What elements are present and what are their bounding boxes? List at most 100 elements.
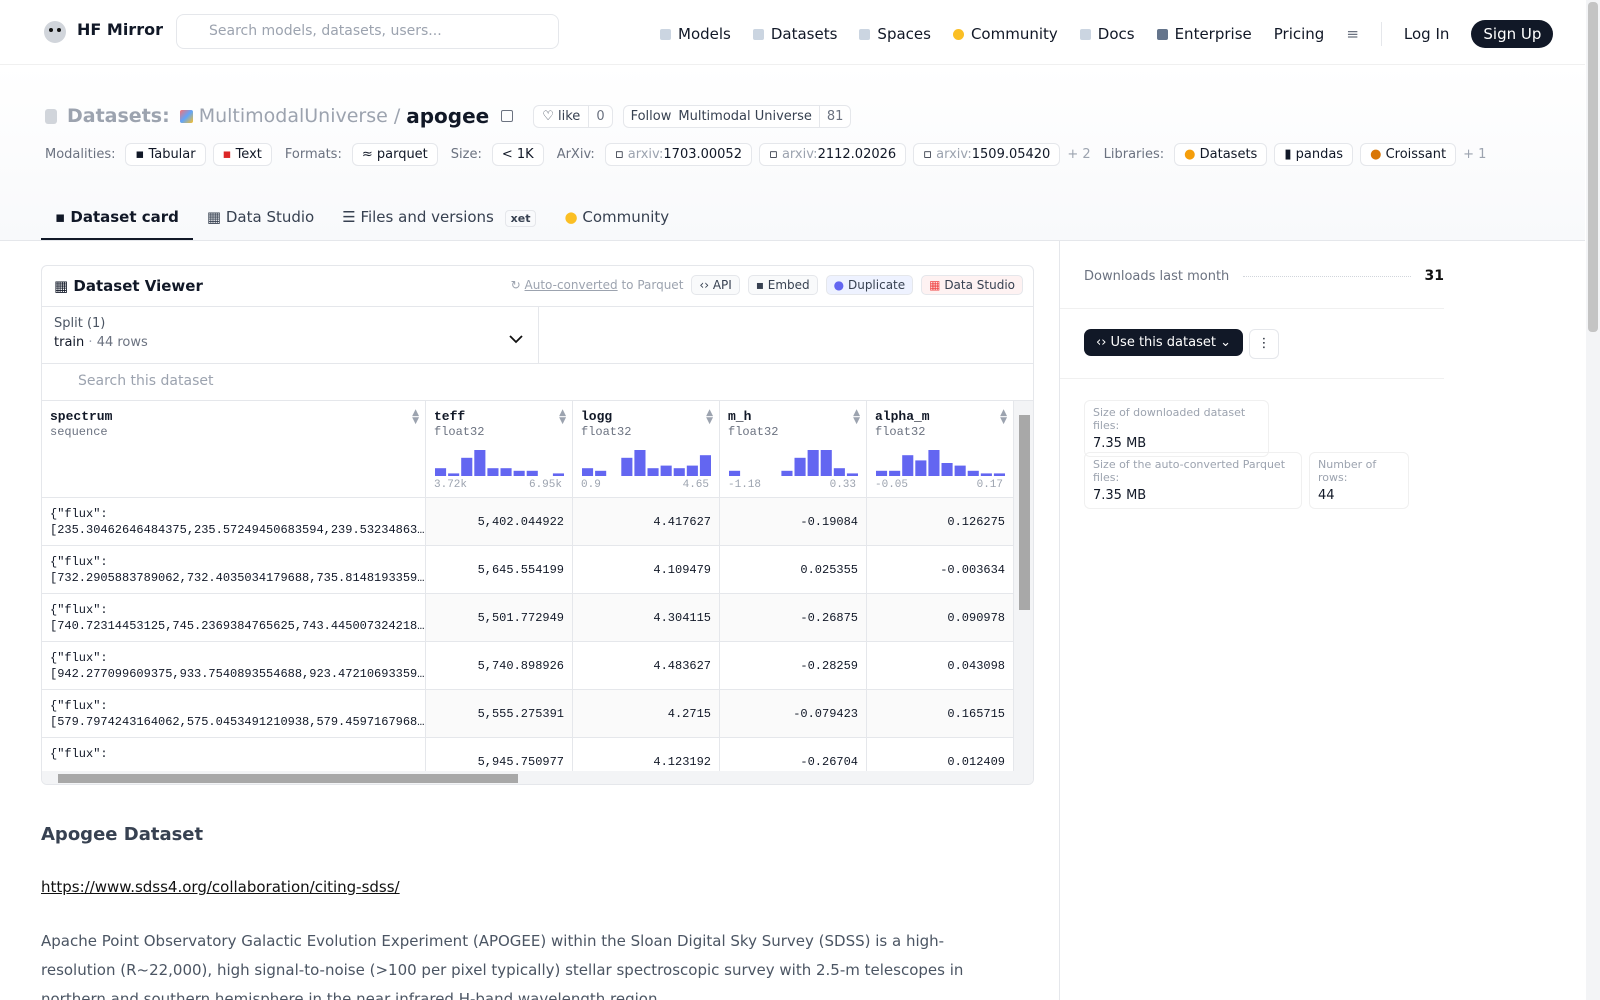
tab-label: Files and versions [360, 208, 494, 226]
tag-label: Size: [450, 147, 482, 162]
nav-link[interactable]: Community [952, 25, 1058, 43]
nav-link[interactable]: Spaces [859, 25, 931, 43]
tag[interactable]: < 1K [491, 143, 544, 166]
tab[interactable]: ☰ Files and versions xet [328, 200, 550, 240]
viewer-search[interactable]: Search this dataset [42, 363, 1033, 401]
split-value: train · 44 rows [54, 335, 526, 350]
spectrum-cell: {"flux": [732.2905883789062,732.40350341… [42, 546, 426, 594]
number-cell: 5,555.275391 [426, 690, 573, 738]
tag-label: Libraries: [1103, 147, 1165, 162]
tag[interactable]: ● Datasets [1174, 143, 1268, 166]
more-tags[interactable]: + 1 [1463, 147, 1487, 162]
divider [1380, 22, 1382, 46]
v-scrollbar[interactable] [1014, 401, 1033, 771]
xet-badge: xet [504, 210, 537, 227]
column-header: alpha_m float32 ▲ ▼ -0.05 0.17 [867, 401, 1014, 498]
nav-link[interactable]: Enterprise [1156, 25, 1252, 43]
tag[interactable]: ● Croissant [1360, 143, 1457, 166]
copy-icon[interactable] [501, 110, 514, 122]
number-cell: 0.090978 [867, 594, 1014, 642]
histogram-bar [902, 455, 914, 476]
tag[interactable]: ▪ Text [212, 143, 272, 166]
converted-text: to Parquet [621, 278, 684, 292]
tag[interactable]: ▪ Tabular [125, 143, 206, 166]
duplicate-button[interactable]: ● Duplicate [825, 275, 914, 295]
tag-text: Tabular [148, 147, 196, 162]
embed-button[interactable]: ▪ Embed [747, 275, 818, 295]
owner[interactable]: MultimodalUniverse [198, 105, 388, 127]
histogram-bar [621, 457, 633, 476]
studio-button[interactable]: ▦ Data Studio [921, 275, 1023, 295]
use-dataset-button[interactable]: ‹› Use this dataset ⌄ [1084, 329, 1243, 356]
histogram-bar [647, 468, 659, 476]
follow-button[interactable]: Follow Multimodal Universe 81 [622, 104, 852, 128]
menu-icon[interactable]: ≡ [1346, 25, 1359, 43]
repo-name[interactable]: apogee [406, 104, 490, 128]
nav-link[interactable]: Pricing [1273, 25, 1325, 43]
tag[interactable]: ≈ parquet [351, 143, 438, 166]
column-name: teff [434, 409, 466, 424]
hist-min: -0.05 [875, 479, 909, 491]
converted: ↻ Auto-converted to Parquet [510, 278, 684, 292]
h-scrollbar[interactable] [42, 771, 1033, 784]
split-select[interactable]: Split (1) train · 44 rows [42, 306, 539, 363]
card-link[interactable]: https://www.sdss4.org/collaboration/citi… [41, 878, 400, 896]
arxiv-tag[interactable]: ▫ arxiv:1509.05420 [913, 143, 1061, 166]
tag[interactable]: ▮ pandas [1274, 143, 1354, 166]
downloads: Downloads last month 31 [1084, 268, 1444, 284]
converted-link[interactable]: Auto-converted [524, 278, 618, 292]
arxiv-tag[interactable]: ▫ arxiv:2112.02026 [758, 143, 907, 166]
histogram-bar [500, 468, 512, 476]
histogram [435, 450, 564, 476]
table-body: {"flux": [235.30462646484375,235.5724945… [42, 498, 1014, 771]
arxiv-tag[interactable]: ▫ arxiv:1703.00052 [604, 143, 752, 166]
more-button[interactable]: ⋮ [1249, 329, 1279, 359]
like-button[interactable]: ♡ like 0 [533, 104, 613, 128]
page-scrollbar[interactable] [1586, 0, 1600, 1000]
scroll-thumb[interactable] [1588, 2, 1598, 332]
number-cell: 4.483627 [573, 642, 720, 690]
nav-link[interactable]: Models [660, 25, 731, 43]
section[interactable]: Datasets: [67, 105, 170, 127]
scroll-thumb[interactable] [58, 774, 518, 783]
api-button[interactable]: ‹› API [691, 275, 740, 295]
viewer-title: ▦ Dataset Viewer [54, 277, 203, 295]
signup-button[interactable]: Sign Up [1471, 20, 1554, 48]
column-name: alpha_m [875, 409, 930, 424]
nav-link[interactable]: Datasets [752, 25, 837, 43]
tab[interactable]: ● Community [564, 208, 670, 226]
scroll-thumb[interactable] [1019, 415, 1030, 610]
tab[interactable]: ▪ Dataset card [41, 200, 193, 240]
number-cell: 0.043098 [867, 642, 1014, 690]
histogram-bar [582, 468, 594, 476]
nav-links: Models Datasets Spaces Community Docs En… [660, 20, 1554, 48]
spectrum-cell: {"flux": [42, 738, 426, 771]
tag-label: ArXiv: [556, 147, 595, 162]
viewer-actions: ↻ Auto-converted to Parquet ‹› API ▪ Emb… [511, 275, 1023, 295]
tag-text: Croissant [1385, 147, 1447, 162]
nav-bar: HF Mirror Search models, datasets, users… [0, 0, 1585, 65]
tab[interactable]: ▦ Data Studio [206, 208, 315, 226]
login[interactable]: Log In [1403, 25, 1450, 43]
brand[interactable]: HF Mirror [77, 20, 163, 39]
column-type: float32 [581, 425, 632, 439]
histogram-bar [448, 473, 460, 476]
split-rows: 44 rows [96, 335, 148, 350]
follow-count: 81 [818, 105, 851, 127]
stat: Number of rows: 44 [1309, 452, 1409, 509]
hist-max: 0.33 [829, 479, 856, 491]
like-text: like [558, 108, 581, 124]
search-box[interactable]: Search models, datasets, users... [176, 14, 559, 49]
card-heading: Apogee Dataset [41, 824, 204, 845]
number-cell: 0.126275 [867, 498, 1014, 546]
column-header: m_h float32 ▲ ▼ -1.18 0.33 [720, 401, 867, 498]
dots [1243, 275, 1411, 277]
histogram-bar [435, 468, 447, 476]
column-name: logg [581, 409, 613, 424]
number-cell: 4.417627 [573, 498, 720, 546]
more-tags[interactable]: + 2 [1067, 147, 1091, 162]
histogram-bar [807, 450, 819, 476]
nav-link[interactable]: Docs [1079, 25, 1135, 43]
viewer-title-text: Dataset Viewer [73, 277, 203, 295]
